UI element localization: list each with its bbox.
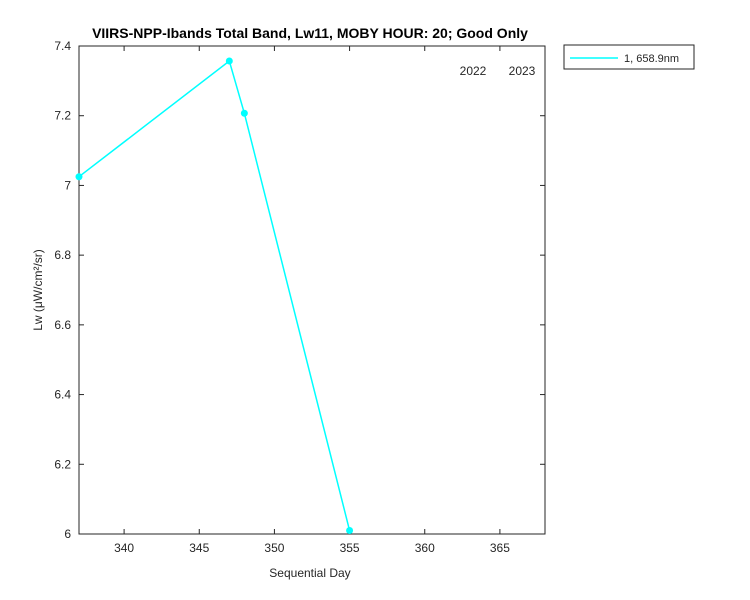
data-point <box>225 57 233 65</box>
y-tick-label: 7 <box>64 178 71 192</box>
plot-area <box>78 45 546 535</box>
annotation: 2022 <box>460 64 487 78</box>
chart-title: VIIRS-NPP-Ibands Total Band, Lw11, MOBY … <box>92 25 528 41</box>
legend-box <box>563 44 695 70</box>
annotation: 2023 <box>509 64 536 78</box>
data-point <box>240 109 248 117</box>
y-tick-label: 6.8 <box>54 248 71 262</box>
y-tick-label: 6 <box>64 527 71 541</box>
x-tick-label: 340 <box>114 541 134 555</box>
y-tick-label: 7.2 <box>54 109 71 123</box>
x-axis-label: Sequential Day <box>269 566 350 580</box>
y-tick-label: 6.2 <box>54 457 71 471</box>
data-point <box>346 527 354 535</box>
y-tick-label: 6.6 <box>54 318 71 332</box>
x-tick-label: 350 <box>264 541 284 555</box>
x-tick-label: 365 <box>490 541 510 555</box>
x-tick-label: 360 <box>415 541 435 555</box>
x-tick-label: 345 <box>189 541 209 555</box>
y-tick-label: 7.4 <box>54 39 71 53</box>
x-tick-label: 355 <box>340 541 360 555</box>
y-tick-label: 6.4 <box>54 388 71 402</box>
legend-label: 1, 658.9nm <box>624 53 679 65</box>
y-axis-label: Lw (μW/cm²/sr) <box>31 249 45 331</box>
series-line <box>78 59 351 531</box>
data-point <box>75 173 83 181</box>
